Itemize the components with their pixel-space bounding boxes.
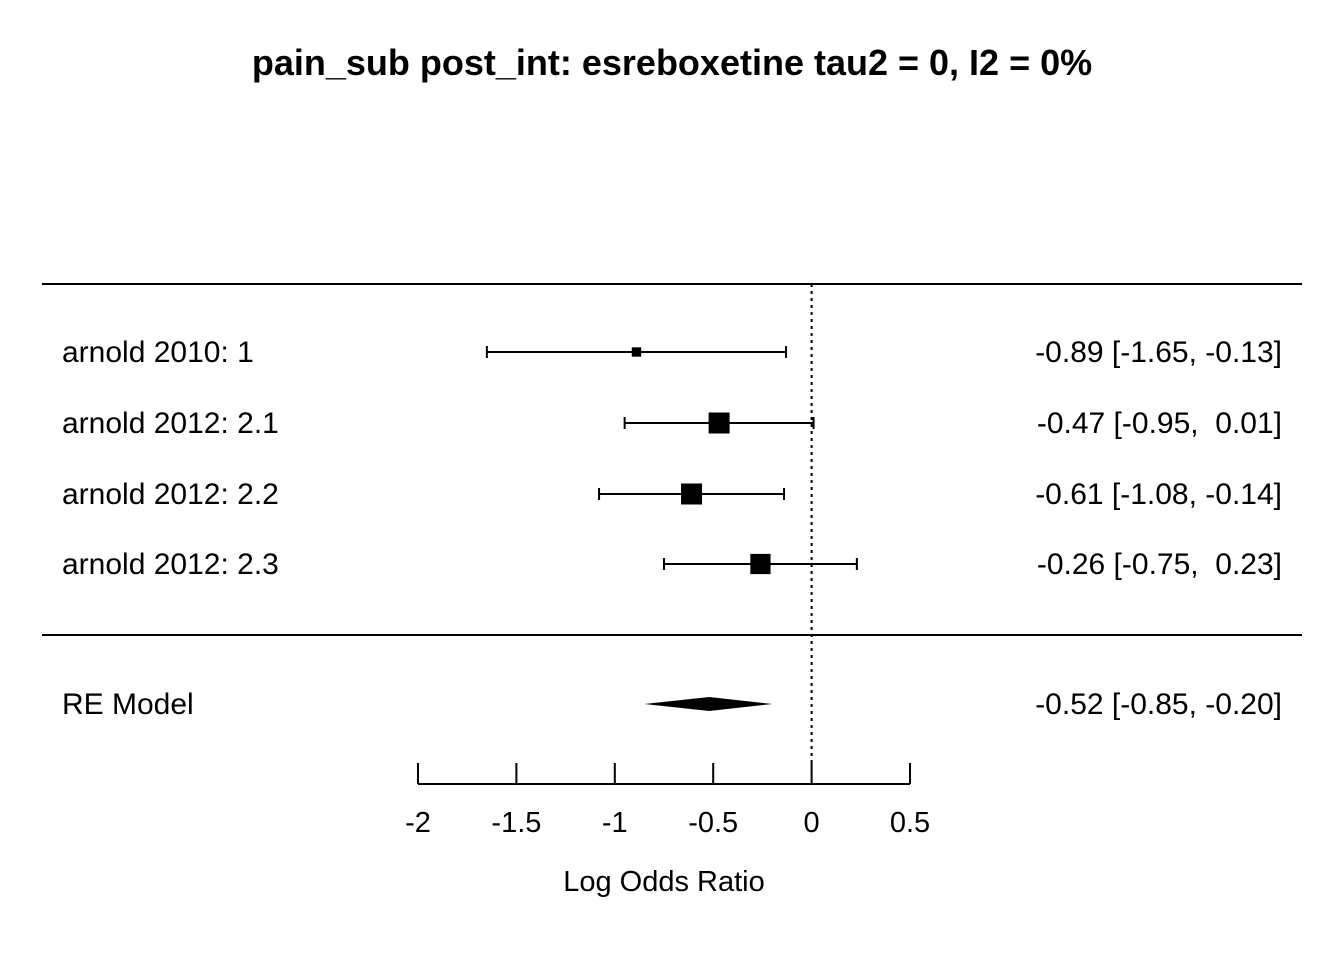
study-point-estimate xyxy=(708,412,730,434)
x-tick-label: -1 xyxy=(602,807,628,839)
study-point-estimate xyxy=(750,553,771,575)
summary-label: RE Model xyxy=(62,688,194,721)
x-tick-label: -1.5 xyxy=(491,807,541,839)
x-tick-label: 0 xyxy=(804,807,820,839)
x-tick-label: 0.5 xyxy=(890,807,930,839)
study-label: arnold 2012: 2.1 xyxy=(62,407,279,440)
summary-row: RE Model -0.52 [-0.85, -0.20] xyxy=(62,688,1282,721)
x-axis: -2 -1.5 -1 -0.5 0 0.5 xyxy=(405,763,930,839)
study-row: arnold 2012: 2.2 -0.61 [-1.08, -0.14] xyxy=(62,478,1282,511)
x-tick-label: -2 xyxy=(405,807,431,839)
study-estimate-text: -0.26 [-0.75, 0.23] xyxy=(1037,548,1282,581)
summary-estimate-text: -0.52 [-0.85, -0.20] xyxy=(1035,688,1282,721)
x-axis-title: Log Odds Ratio xyxy=(563,866,765,898)
x-tick-label: -0.5 xyxy=(688,807,738,839)
study-rows: arnold 2010: 1 -0.89 [-1.65, -0.13]arnold… xyxy=(62,336,1282,581)
study-label: arnold 2012: 2.2 xyxy=(62,478,279,511)
study-label: arnold 2012: 2.3 xyxy=(62,548,279,581)
study-point-estimate xyxy=(631,347,642,357)
study-estimate-text: -0.47 [-0.95, 0.01] xyxy=(1037,407,1282,440)
study-estimate-text: -0.89 [-1.65, -0.13] xyxy=(1035,336,1282,369)
study-row: arnold 2012: 2.1 -0.47 [-0.95, 0.01] xyxy=(62,407,1282,440)
study-estimate-text: -0.61 [-1.08, -0.14] xyxy=(1035,478,1282,511)
study-row: arnold 2012: 2.3 -0.26 [-0.75, 0.23] xyxy=(62,548,1282,581)
summary-diamond xyxy=(644,697,773,711)
chart-title: pain_sub post_int: esreboxetine tau2 = 0… xyxy=(252,42,1092,83)
study-label: arnold 2010: 1 xyxy=(62,336,254,369)
study-point-estimate xyxy=(681,483,703,505)
study-row: arnold 2010: 1 -0.89 [-1.65, -0.13] xyxy=(62,336,1282,369)
